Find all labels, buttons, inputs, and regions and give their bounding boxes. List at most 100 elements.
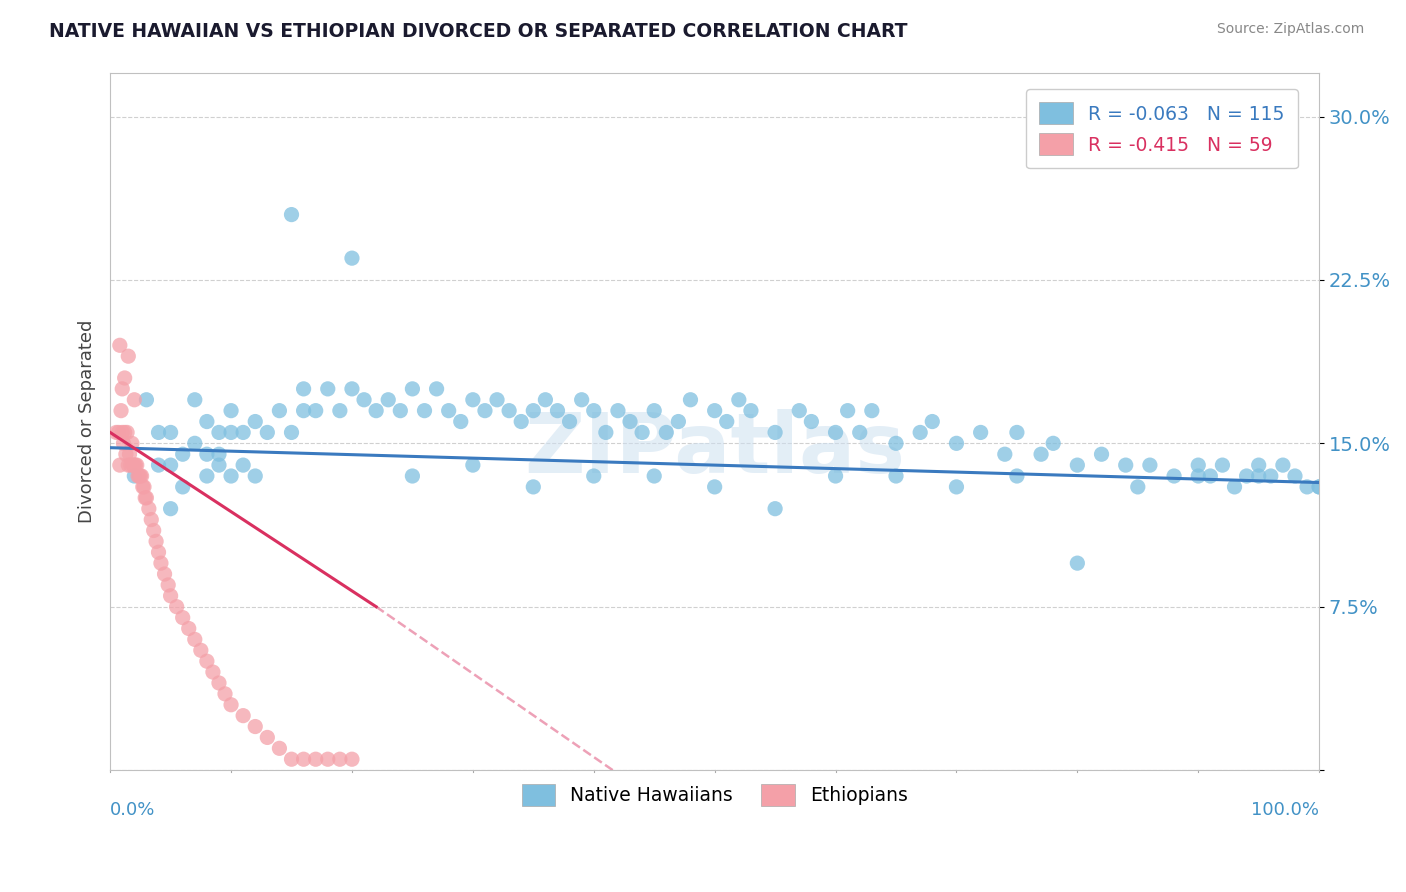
- Point: [184, 392, 207, 407]
- Point: [1163, 469, 1185, 483]
- Point: [121, 436, 143, 450]
- Point: [800, 415, 823, 429]
- Point: [522, 403, 544, 417]
- Point: [118, 447, 141, 461]
- Point: [114, 425, 136, 440]
- Point: [329, 752, 352, 766]
- Point: [107, 425, 129, 440]
- Point: [908, 425, 931, 440]
- Point: [208, 458, 231, 472]
- Point: [848, 425, 870, 440]
- Legend: Native Hawaiians, Ethiopians: Native Hawaiians, Ethiopians: [515, 776, 915, 813]
- Point: [474, 403, 496, 417]
- Point: [498, 403, 520, 417]
- Point: [208, 447, 231, 461]
- Point: [655, 425, 678, 440]
- Point: [353, 392, 375, 407]
- Point: [219, 698, 242, 712]
- Point: [595, 425, 617, 440]
- Point: [824, 425, 846, 440]
- Point: [1115, 458, 1137, 472]
- Point: [131, 469, 153, 483]
- Point: [522, 480, 544, 494]
- Point: [128, 469, 150, 483]
- Text: 100.0%: 100.0%: [1251, 802, 1319, 820]
- Point: [219, 469, 242, 483]
- Point: [1066, 458, 1088, 472]
- Point: [571, 392, 593, 407]
- Point: [1199, 469, 1222, 483]
- Point: [195, 654, 218, 668]
- Text: Source: ZipAtlas.com: Source: ZipAtlas.com: [1216, 22, 1364, 37]
- Point: [510, 415, 533, 429]
- Point: [110, 403, 132, 417]
- Point: [426, 382, 449, 396]
- Point: [256, 731, 278, 745]
- Point: [1139, 458, 1161, 472]
- Point: [159, 425, 181, 440]
- Point: [606, 403, 628, 417]
- Point: [214, 687, 236, 701]
- Point: [245, 415, 267, 429]
- Point: [105, 425, 128, 440]
- Point: [1066, 556, 1088, 570]
- Point: [157, 578, 180, 592]
- Point: [643, 403, 665, 417]
- Point: [232, 458, 254, 472]
- Point: [115, 425, 138, 440]
- Point: [787, 403, 810, 417]
- Point: [122, 458, 145, 472]
- Point: [643, 469, 665, 483]
- Point: [112, 436, 135, 450]
- Point: [292, 752, 315, 766]
- Point: [172, 480, 194, 494]
- Point: [305, 752, 328, 766]
- Point: [631, 425, 654, 440]
- Point: [177, 622, 200, 636]
- Point: [329, 403, 352, 417]
- Point: [138, 501, 160, 516]
- Point: [148, 425, 170, 440]
- Point: [184, 632, 207, 647]
- Point: [763, 501, 786, 516]
- Point: [269, 403, 291, 417]
- Point: [120, 458, 142, 472]
- Point: [340, 251, 363, 265]
- Point: [172, 610, 194, 624]
- Point: [129, 469, 152, 483]
- Point: [1005, 425, 1028, 440]
- Point: [340, 752, 363, 766]
- Point: [269, 741, 291, 756]
- Point: [884, 436, 907, 450]
- Point: [292, 403, 315, 417]
- Point: [245, 469, 267, 483]
- Point: [1284, 469, 1306, 483]
- Point: [117, 349, 139, 363]
- Point: [619, 415, 641, 429]
- Point: [679, 392, 702, 407]
- Point: [377, 392, 399, 407]
- Point: [208, 425, 231, 440]
- Point: [389, 403, 412, 417]
- Point: [1260, 469, 1282, 483]
- Point: [1308, 480, 1330, 494]
- Point: [159, 589, 181, 603]
- Point: [135, 392, 157, 407]
- Point: [148, 458, 170, 472]
- Point: [159, 458, 181, 472]
- Point: [969, 425, 991, 440]
- Point: [486, 392, 509, 407]
- Point: [582, 469, 605, 483]
- Point: [413, 403, 436, 417]
- Point: [1247, 458, 1270, 472]
- Point: [703, 403, 725, 417]
- Point: [1296, 480, 1319, 494]
- Point: [1187, 469, 1209, 483]
- Point: [558, 415, 581, 429]
- Point: [837, 403, 859, 417]
- Point: [280, 425, 302, 440]
- Point: [132, 480, 155, 494]
- Point: [1271, 458, 1294, 472]
- Point: [135, 491, 157, 505]
- Point: [134, 491, 156, 505]
